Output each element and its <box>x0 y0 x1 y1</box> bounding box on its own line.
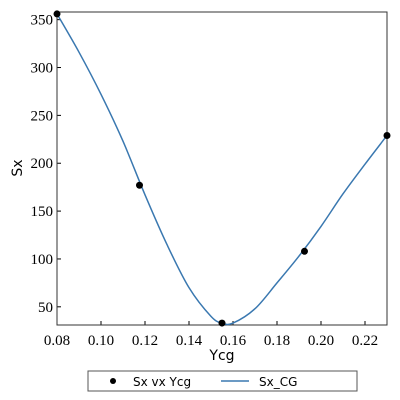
y-axis-label: Sx <box>10 159 26 176</box>
point <box>136 181 143 189</box>
y-tick-label: 50 <box>38 300 53 316</box>
point <box>218 319 226 327</box>
legend-marker <box>110 378 116 384</box>
y-tick-label: 250 <box>31 108 54 124</box>
x-axis-label: Ycg <box>208 348 234 364</box>
y-tick-label: 200 <box>31 156 54 172</box>
x-tick-label: 0.14 <box>176 333 203 349</box>
y-tick-label: 150 <box>31 204 54 220</box>
point <box>301 247 308 255</box>
x-tick-label: 0.10 <box>88 333 114 349</box>
x-tick-label: 0.16 <box>220 333 247 349</box>
x-tick-label: 0.08 <box>44 333 70 349</box>
point <box>53 10 61 18</box>
y-tick-label: 300 <box>31 61 54 77</box>
line <box>56 13 388 326</box>
y-tick-label: 350 <box>31 13 54 29</box>
plot-frame <box>56 11 388 326</box>
x-tick-label: 0.20 <box>308 333 334 349</box>
y-tick-label: 100 <box>31 252 54 268</box>
x-tick-label: 0.12 <box>132 333 158 349</box>
legend-label: Sx_CG <box>259 375 297 389</box>
legend-label: Sx vx Ycg <box>133 375 191 389</box>
x-tick-label: 0.22 <box>352 333 378 349</box>
x-tick-label: 0.18 <box>264 333 290 349</box>
point <box>383 131 391 139</box>
